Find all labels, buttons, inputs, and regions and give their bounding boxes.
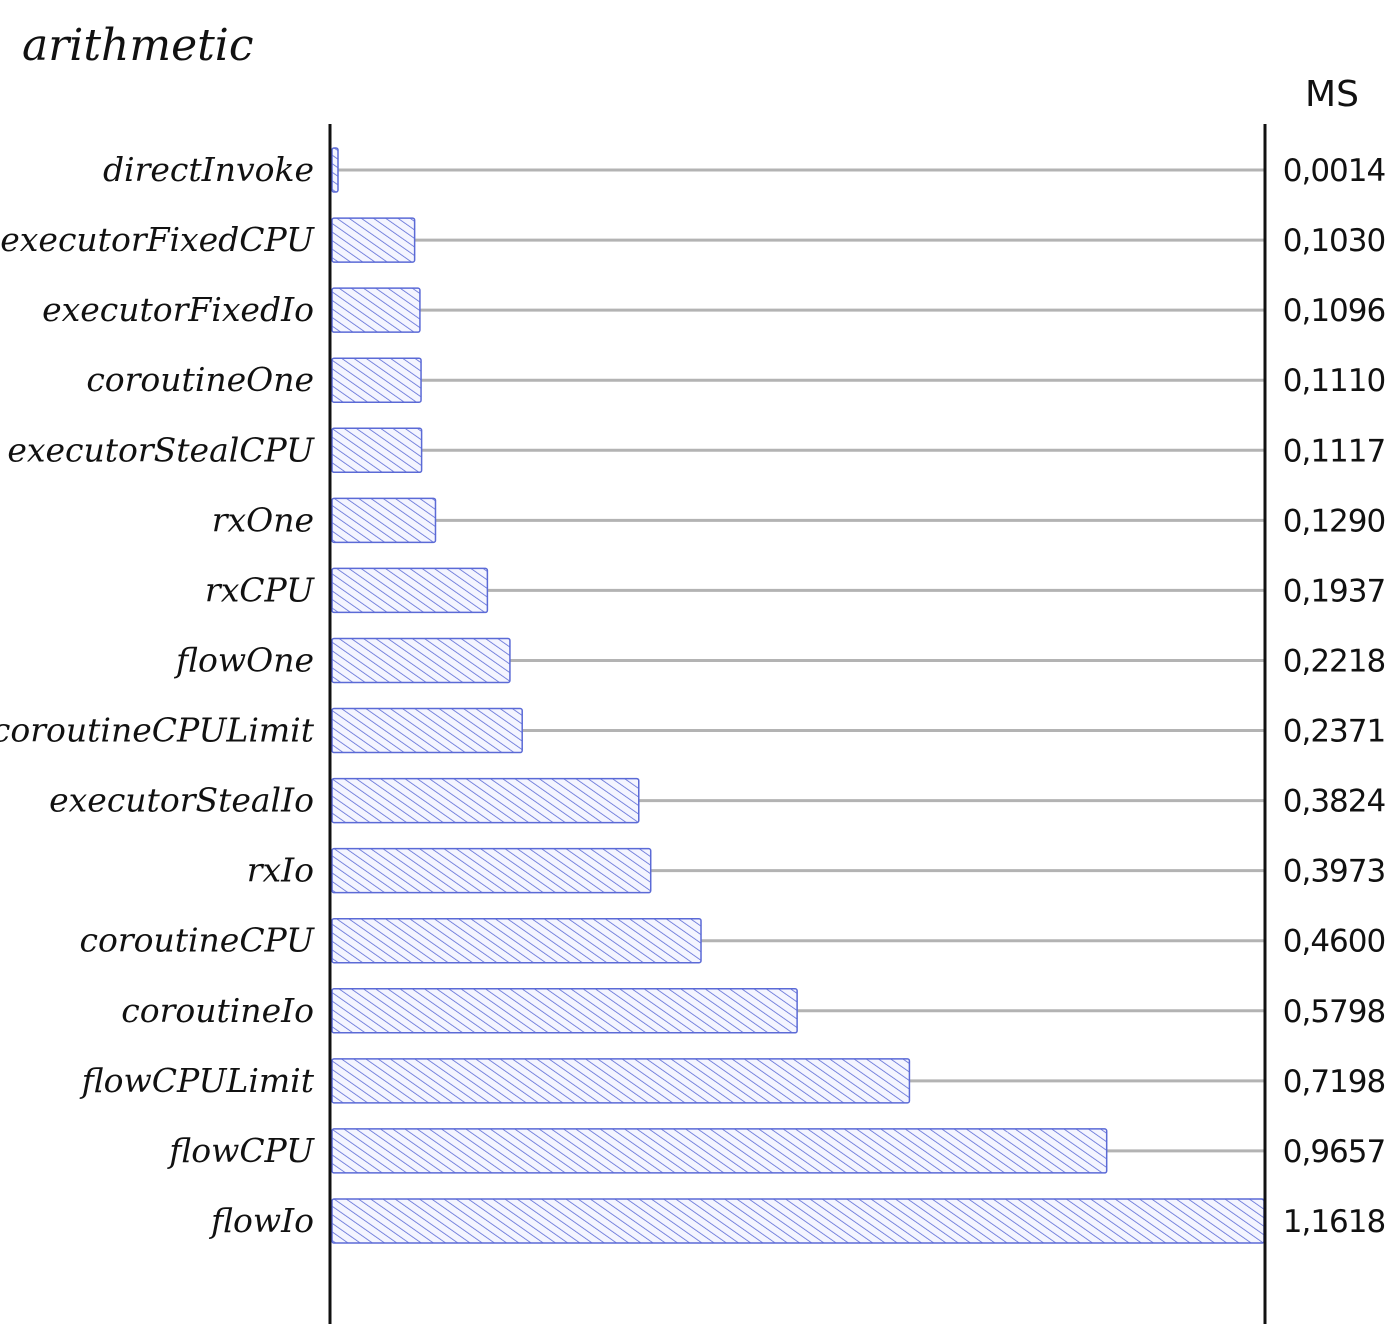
- bar-rxIo: [331, 847, 652, 894]
- category-label: coroutineCPU: [79, 921, 315, 960]
- value-label: 0,0014: [1283, 153, 1385, 189]
- bar-flowOne: [331, 637, 511, 684]
- value-label: 0,9657: [1283, 1134, 1385, 1170]
- bar-coroutineCPULimit: [331, 707, 523, 754]
- value-label: 0,1110: [1283, 363, 1385, 399]
- unit-label: MS: [1305, 74, 1359, 115]
- value-label: 0,2371: [1283, 714, 1385, 750]
- value-label: 0,5798: [1283, 994, 1385, 1030]
- value-label: 0,3824: [1283, 784, 1385, 820]
- bars: [331, 147, 1265, 1244]
- category-label: executorFixedCPU: [0, 220, 315, 259]
- category-label: executorFixedIo: [42, 290, 314, 329]
- value-labels: 0,0014 0,1030 0,1096 0,1110 0,1117 0,1290 0,19…: [1283, 153, 1386, 1240]
- value-label: 0,1117: [1283, 433, 1385, 469]
- category-label: executorStealIo: [49, 781, 314, 820]
- category-labels: directInvoke executorFixedCPU executorFixe…: [0, 150, 315, 1240]
- bar-rxCPU: [331, 567, 489, 614]
- category-label: coroutineIo: [121, 991, 314, 1030]
- category-label: flowCPULimit: [79, 1061, 315, 1100]
- bar-executorStealIo: [331, 777, 640, 824]
- bar-executorFixedIo: [331, 287, 421, 333]
- value-label: 0,3973: [1283, 854, 1385, 890]
- bar-flowCPULimit: [331, 1058, 911, 1104]
- value-label: 0,1290: [1283, 503, 1385, 539]
- value-label: 1,1618: [1283, 1204, 1385, 1240]
- value-label: 0,2218: [1283, 643, 1385, 679]
- bar-coroutineOne: [331, 357, 422, 403]
- category-label: executorStealCPU: [7, 430, 315, 469]
- category-label: rxCPU: [205, 570, 315, 609]
- category-label: flowCPU: [166, 1131, 315, 1170]
- category-label: flowOne: [173, 640, 314, 679]
- value-label: 0,1030: [1283, 223, 1385, 259]
- category-label: rxOne: [212, 500, 314, 539]
- category-label: flowIo: [208, 1201, 314, 1240]
- bar-flowIo: [331, 1198, 1265, 1244]
- value-label: 0,4600: [1283, 924, 1385, 960]
- category-label: coroutineCPULimit: [0, 711, 315, 750]
- category-label: rxIo: [247, 851, 314, 890]
- value-label: 0,7198: [1283, 1064, 1385, 1100]
- bar-coroutineCPU: [331, 917, 702, 964]
- value-label: 0,1096: [1283, 293, 1385, 329]
- bar-directInvoke: [331, 147, 339, 193]
- category-label: coroutineOne: [86, 360, 314, 399]
- bar-flowCPU: [331, 1128, 1108, 1174]
- guide-lines: [336, 168, 1266, 1153]
- bar-executorFixedCPU: [331, 217, 416, 263]
- bar-coroutineIo: [331, 988, 798, 1034]
- value-label: 0,1937: [1283, 573, 1385, 609]
- chart-title: arithmetic: [22, 20, 254, 71]
- bar-rxOne: [331, 497, 437, 544]
- bar-executorStealCPU: [331, 427, 423, 474]
- category-label: directInvoke: [103, 150, 314, 189]
